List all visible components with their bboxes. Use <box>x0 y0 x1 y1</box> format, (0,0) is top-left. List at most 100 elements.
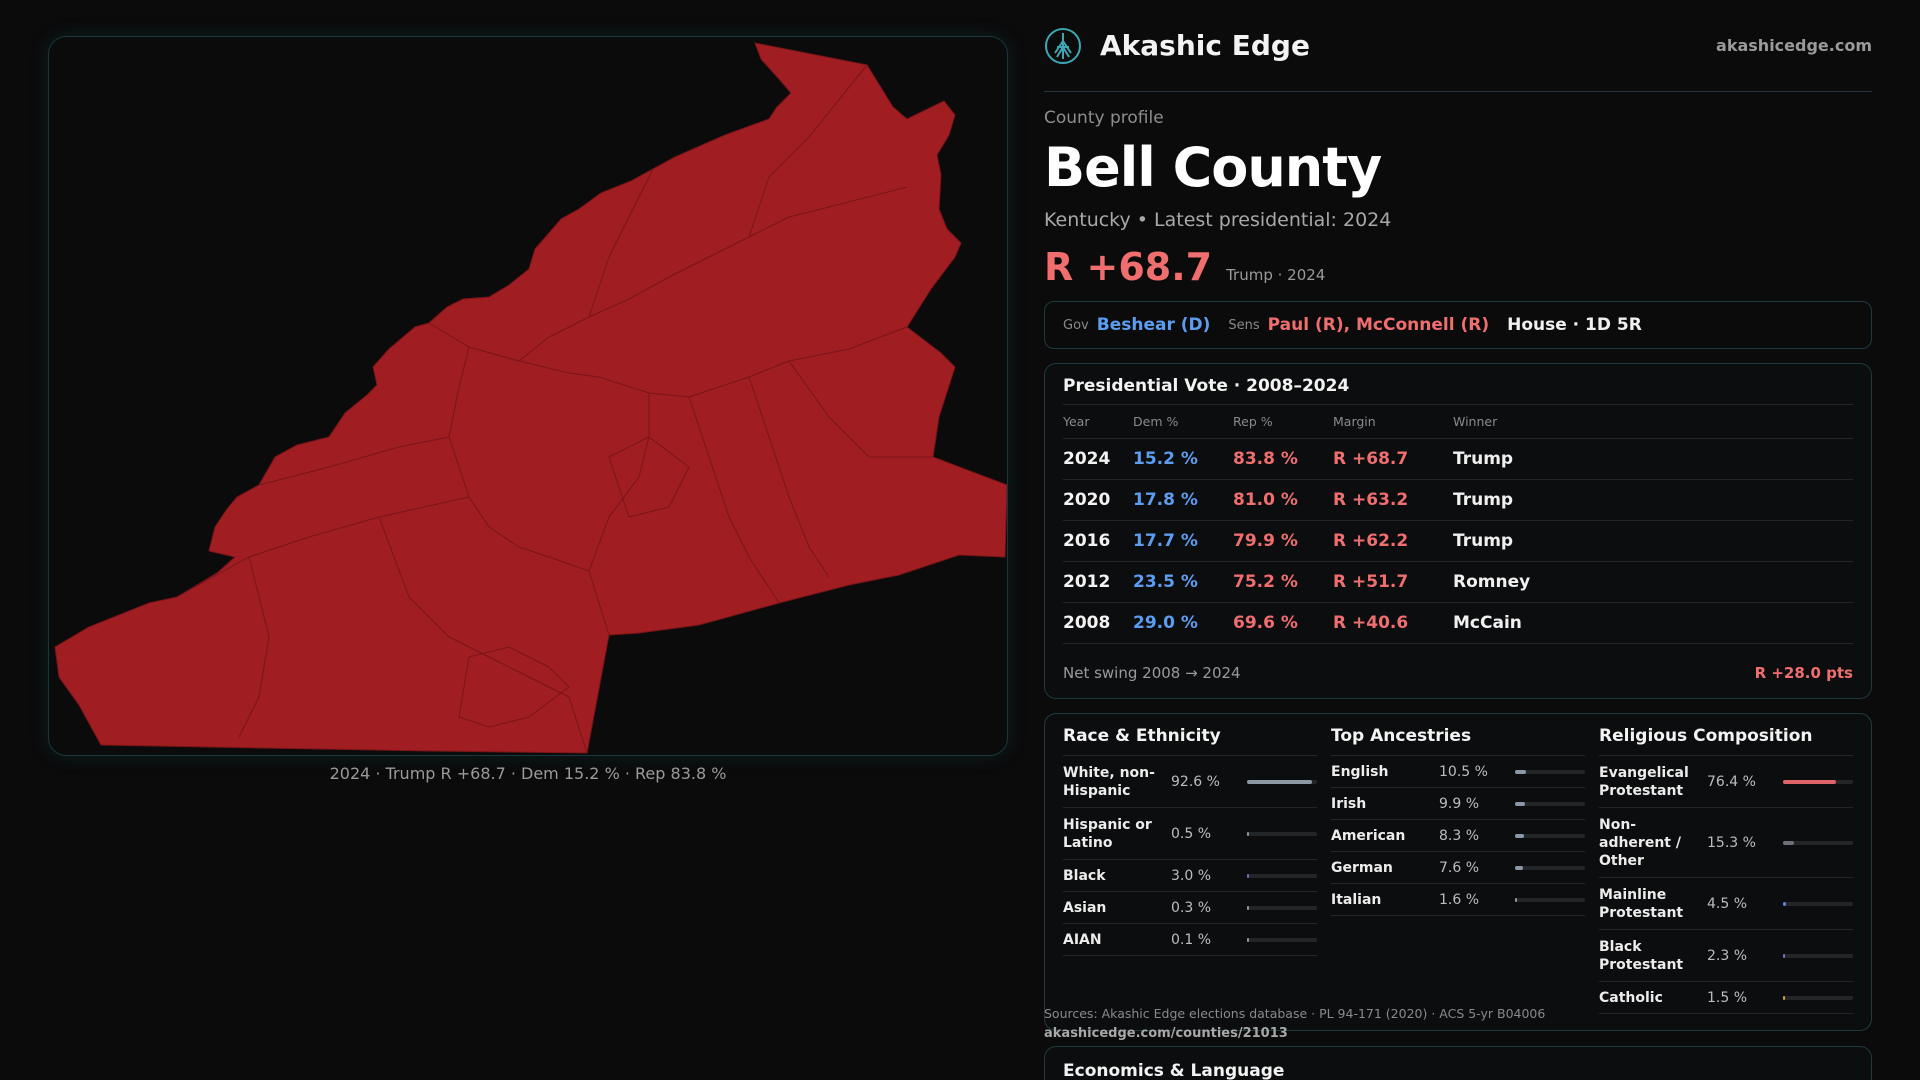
cell-winner: Trump <box>1453 520 1853 562</box>
race-bar <box>1247 873 1317 878</box>
brand-name[interactable]: Akashic Edge <box>1100 29 1310 62</box>
site-header: Akashic Edge akashicedge.com <box>1044 0 1872 92</box>
race-value: 0.1 % <box>1171 931 1212 948</box>
cell-year: 2008 <box>1063 602 1133 644</box>
religion-bar <box>1783 779 1853 784</box>
ancestry-value: 1.6 % <box>1439 891 1480 908</box>
race-bar <box>1247 779 1317 784</box>
ancestry-name: American <box>1331 827 1406 844</box>
cell-year: 2016 <box>1063 520 1133 562</box>
county-shape[interactable] <box>54 42 1007 754</box>
ancestry-bar-fill <box>1515 897 1517 902</box>
cell-dem-pct: 17.7 % <box>1133 520 1233 562</box>
ancestry-bar-fill <box>1515 769 1527 774</box>
ancestry-bar-fill <box>1515 865 1523 870</box>
cell-margin: R +63.2 <box>1333 479 1453 521</box>
religion-row: Evangelical Protestant 76.4 % <box>1599 756 1853 808</box>
ancestry-bar <box>1515 801 1585 806</box>
ancestry-bar <box>1515 865 1585 870</box>
county-map[interactable] <box>48 36 1008 756</box>
header-winner: Winner <box>1453 404 1853 439</box>
race-bar-fill <box>1247 779 1312 784</box>
religion-title: Religious Composition <box>1599 726 1853 756</box>
cell-rep-pct: 75.2 % <box>1233 561 1333 603</box>
religion-row: Black Protestant 2.3 % <box>1599 930 1853 982</box>
county-permalink[interactable]: akashicedge.com/counties/21013 <box>1044 1026 1288 1041</box>
race-name: White, non-Hispanic <box>1063 764 1155 799</box>
ancestry-column: Top Ancestries English 10.5 % Irish 9.9 % Am… <box>1331 726 1585 916</box>
map-caption: 2024 · Trump R +68.7 · Dem 15.2 % · Rep … <box>329 764 727 783</box>
margin-note: Trump · 2024 <box>1226 266 1326 284</box>
sources-note: Sources: Akashic Edge elections database… <box>1044 1006 1546 1021</box>
cell-dem-pct: 29.0 % <box>1133 602 1233 644</box>
race-column: Race & Ethnicity White, non-Hispanic 92.6… <box>1063 726 1317 956</box>
presidential-table: Year Dem % Rep % Margin Winner 2024 15.2 … <box>1063 404 1853 644</box>
ancestry-name: Italian <box>1331 891 1382 908</box>
religion-name: Black Protestant <box>1599 938 1684 973</box>
header-margin: Margin <box>1333 404 1453 439</box>
cell-rep-pct: 69.6 % <box>1233 602 1333 644</box>
race-bar-fill <box>1247 937 1249 942</box>
cell-winner: Trump <box>1453 479 1853 521</box>
cell-winner: Trump <box>1453 438 1853 480</box>
profile-panel: Akashic Edge akashicedge.com County prof… <box>1044 0 1872 1031</box>
race-name: Hispanic or Latino <box>1063 816 1152 851</box>
ancestry-value: 9.9 % <box>1439 795 1480 812</box>
cell-year: 2024 <box>1063 438 1133 480</box>
table-row: 2008 29.0 % 69.6 % R +40.6 McCain <box>1063 602 1853 644</box>
cell-winner: McCain <box>1453 602 1853 644</box>
race-row: Black 3.0 % <box>1063 860 1317 892</box>
race-name: AIAN <box>1063 931 1102 948</box>
ancestry-row: Italian 1.6 % <box>1331 884 1585 916</box>
religion-value: 4.5 % <box>1707 895 1748 912</box>
ancestry-value: 8.3 % <box>1439 827 1480 844</box>
religion-bar-fill <box>1783 901 1787 906</box>
cell-rep-pct: 83.8 % <box>1233 438 1333 480</box>
cell-margin: R +68.7 <box>1333 438 1453 480</box>
race-row: Asian 0.3 % <box>1063 892 1317 924</box>
economics-card: Economics & Language <box>1044 1046 1872 1080</box>
table-row: 2016 17.7 % 79.9 % R +62.2 Trump <box>1063 520 1853 562</box>
religion-column: Religious Composition Evangelical Protes… <box>1599 726 1853 1014</box>
religion-name: Evangelical Protestant <box>1599 764 1689 799</box>
cell-margin: R +40.6 <box>1333 602 1453 644</box>
race-bar <box>1247 905 1317 910</box>
religion-row: Non-adherent / Other 15.3 % <box>1599 808 1853 878</box>
ancestry-bar <box>1515 897 1585 902</box>
religion-value: 2.3 % <box>1707 947 1748 964</box>
religion-row: Mainline Protestant 4.5 % <box>1599 878 1853 930</box>
headline-margin: R +68.7 Trump · 2024 <box>1044 245 1872 289</box>
gov-label: Gov <box>1063 317 1089 333</box>
religion-name: Mainline Protestant <box>1599 886 1684 921</box>
cell-dem-pct: 23.5 % <box>1133 561 1233 603</box>
religion-bar <box>1783 995 1853 1000</box>
header-dem: Dem % <box>1133 404 1233 439</box>
race-bar <box>1247 831 1317 836</box>
page-subtitle: Kentucky • Latest presidential: 2024 <box>1044 209 1392 231</box>
race-name: Black <box>1063 867 1106 884</box>
religion-name: Non-adherent / Other <box>1599 816 1681 869</box>
presidential-vote-card: Presidential Vote · 2008–2024 Year Dem %… <box>1044 363 1872 699</box>
religion-row: Catholic 1.5 % <box>1599 982 1853 1014</box>
ancestry-name: English <box>1331 763 1389 780</box>
cell-margin: R +51.7 <box>1333 561 1453 603</box>
ancestry-row: German 7.6 % <box>1331 852 1585 884</box>
race-name: Asian <box>1063 899 1107 916</box>
race-bar-fill <box>1247 873 1250 878</box>
ancestry-value: 7.6 % <box>1439 859 1480 876</box>
table-row: 2012 23.5 % 75.2 % R +51.7 Romney <box>1063 561 1853 603</box>
table-header-row: Year Dem % Rep % Margin Winner <box>1063 404 1853 439</box>
governor-name: Beshear (D) <box>1096 315 1211 335</box>
cell-dem-pct: 15.2 % <box>1133 438 1233 480</box>
religion-value: 1.5 % <box>1707 989 1748 1006</box>
race-bar-fill <box>1247 831 1249 836</box>
ancestry-name: German <box>1331 859 1393 876</box>
ancestry-bar-fill <box>1515 801 1526 806</box>
site-link[interactable]: akashicedge.com <box>1716 36 1872 55</box>
cell-year: 2020 <box>1063 479 1133 521</box>
swing-label: Net swing 2008 → 2024 <box>1063 664 1241 682</box>
demographics-card: Race & Ethnicity White, non-Hispanic 92.6… <box>1044 713 1872 1031</box>
ancestry-row: English 10.5 % <box>1331 756 1585 788</box>
sens-label: Sens <box>1228 317 1260 333</box>
cell-dem-pct: 17.8 % <box>1133 479 1233 521</box>
